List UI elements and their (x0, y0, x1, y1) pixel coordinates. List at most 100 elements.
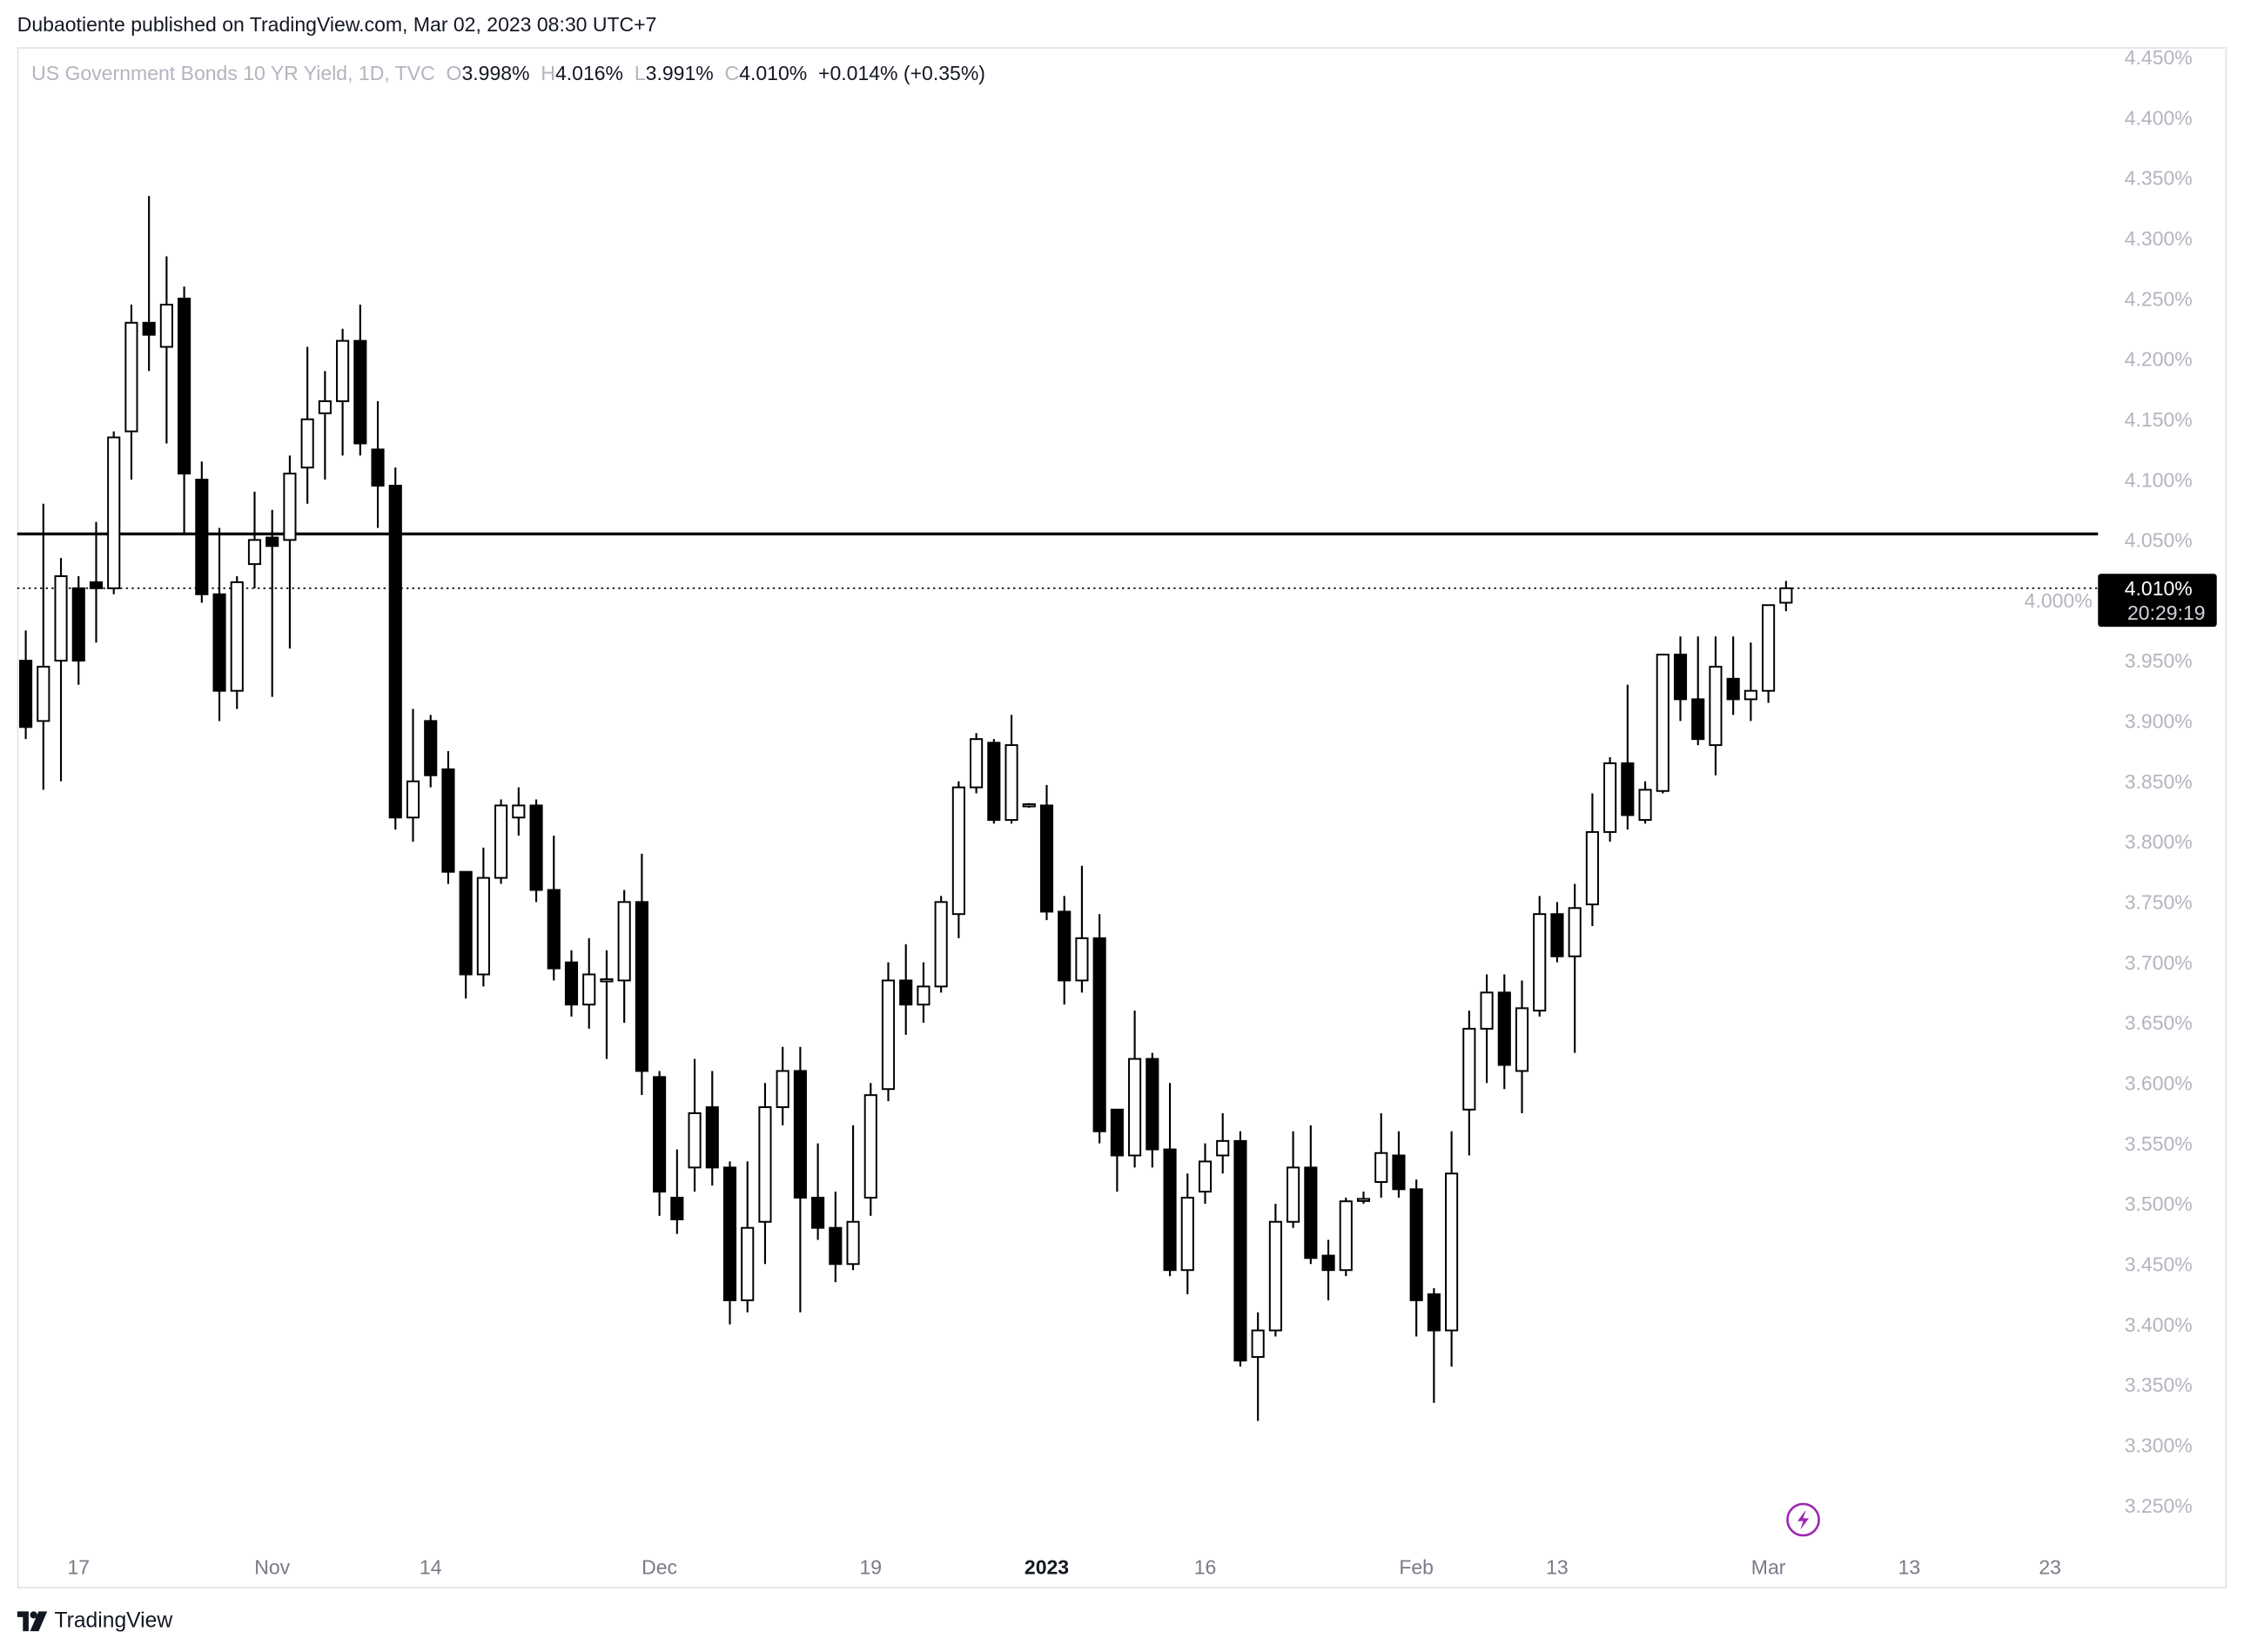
candle-body (917, 985, 931, 1006)
bullish-candle (1638, 781, 1652, 824)
bullish-candle (1480, 974, 1494, 1084)
candle-body (1462, 1027, 1476, 1111)
candle-body (512, 804, 526, 819)
candle-body (353, 339, 367, 445)
candle-body (1251, 1329, 1265, 1359)
candle-body (1163, 1148, 1177, 1272)
time-axis[interactable]: 17 Nov 14 Dec 19 2023 16 Feb 13 Mar 13 23 (67, 1556, 2061, 1579)
bullish-candle (230, 575, 244, 709)
candle-body (336, 339, 350, 402)
candle-body (1304, 1166, 1318, 1259)
bullish-candle (336, 328, 350, 456)
candle-body (300, 418, 314, 469)
price-tick-label: 4.100% (2125, 468, 2193, 491)
bullish-candle (758, 1083, 772, 1265)
price-tick-label: 3.500% (2125, 1192, 2193, 1215)
candle-body (1480, 991, 1494, 1030)
tradingview-logo[interactable]: TradingView (17, 1608, 172, 1633)
candle-body (107, 436, 121, 589)
candle-body (987, 742, 1001, 822)
bullish-candle (1515, 980, 1529, 1113)
candle-body (1497, 991, 1511, 1066)
bullish-candle (688, 1058, 702, 1192)
candle-body (371, 448, 385, 487)
candle-body (934, 901, 948, 988)
bullish-candle (776, 1046, 789, 1125)
price-tick-label: 3.700% (2125, 951, 2193, 974)
bearish-candle (653, 1071, 667, 1216)
bullish-candle (1568, 883, 1582, 1053)
tradingview-logo-icon (17, 1610, 48, 1631)
bearish-candle (1409, 1179, 1423, 1337)
candle-body (564, 961, 579, 1006)
price-tick-label: 3.950% (2125, 649, 2193, 672)
bullish-candle (1533, 896, 1547, 1017)
price-axis[interactable]: 4.450% 4.400% 4.350% 4.300% 4.250% 4.200% 4.15… (2025, 46, 2193, 1517)
bullish-candle (1004, 715, 1018, 824)
candle-body (494, 804, 508, 879)
bullish-candle (494, 799, 508, 884)
time-tick-label: Dec (642, 1556, 677, 1579)
bullish-candle (1462, 1011, 1476, 1156)
bullish-candle (934, 896, 948, 993)
bullish-candle (1585, 793, 1599, 927)
bullish-candle (917, 962, 931, 1023)
candle-body (1198, 1160, 1213, 1193)
bearish-candle (1621, 684, 1635, 830)
bullish-candle (1445, 1131, 1459, 1367)
published-caption: Dubaotiente published on TradingView.com… (17, 12, 657, 37)
lightning-icon[interactable] (1786, 1502, 1820, 1537)
price-tag: 4.010% 20:29:19 (2098, 574, 2217, 628)
candle-body (1058, 910, 1072, 982)
bullish-candle (1251, 1312, 1265, 1421)
candle-body (829, 1226, 843, 1266)
time-tick-label: 19 (859, 1556, 882, 1579)
bearish-candle (1163, 1083, 1177, 1277)
candle-body (951, 786, 965, 916)
candle-body (1268, 1220, 1282, 1332)
candle-body (547, 889, 561, 970)
candle-body (1550, 913, 1564, 957)
time-tick-label: 16 (1194, 1556, 1217, 1579)
bearish-candle (670, 1149, 684, 1234)
bearish-candle (1726, 636, 1740, 715)
price-tick-label: 4.150% (2125, 408, 2193, 431)
symbol-title[interactable]: US Government Bonds 10 YR Yield, 1D, TVC (31, 61, 435, 85)
candle-body (124, 321, 138, 433)
time-tick-label: 14 (420, 1556, 442, 1579)
candle-body (688, 1111, 702, 1169)
candle-body (863, 1094, 877, 1199)
bearish-candle (195, 461, 209, 603)
bearish-candle (212, 527, 226, 722)
candle-body (459, 870, 473, 976)
bullish-candle (159, 256, 173, 444)
high-label: H (541, 61, 555, 85)
price-tick-label: 4.450% (2125, 46, 2193, 69)
low-value: 3.991% (645, 61, 714, 85)
candle-body (265, 536, 279, 547)
candles (19, 196, 1793, 1421)
candle-body (1075, 937, 1089, 982)
price-tick-label: 4.050% (2125, 529, 2193, 552)
candle-body (441, 768, 455, 873)
bearish-candle (705, 1071, 719, 1186)
candle-body (1585, 830, 1599, 906)
price-tick-label: 3.550% (2125, 1132, 2193, 1155)
candle-body (476, 876, 490, 976)
close-value: 4.010% (739, 61, 808, 85)
candle-body (1779, 587, 1793, 604)
candle-body (653, 1076, 667, 1193)
candle-body (1638, 789, 1652, 822)
candle-body (1092, 937, 1106, 1132)
bearish-candle (388, 467, 402, 830)
price-tick-label: 3.650% (2125, 1011, 2193, 1034)
candle-body (1656, 654, 1670, 792)
bearish-candle (564, 950, 579, 1017)
candle-body (970, 738, 984, 789)
candle-body (1691, 698, 1705, 741)
price-tick-label: 3.350% (2125, 1373, 2193, 1396)
bearish-candle (1673, 636, 1688, 722)
candle-body (1146, 1058, 1159, 1151)
time-tick-label: 13 (1898, 1556, 1921, 1579)
